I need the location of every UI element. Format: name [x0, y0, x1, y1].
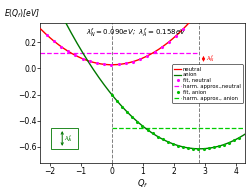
- Text: $E(Q_f)$[eV]: $E(Q_f)$[eV]: [4, 7, 40, 20]
- Text: $\lambda_A^f$: $\lambda_A^f$: [64, 133, 73, 144]
- Text: $\lambda_N^f$: $\lambda_N^f$: [205, 53, 214, 64]
- Text: $\lambda_N^f=0.090$eV;  $\lambda_A^f=0.158$eV: $\lambda_N^f=0.090$eV; $\lambda_A^f=0.15…: [85, 27, 185, 40]
- Legend: neutral, anion, fit, neutral, harm. approx.,neutral, fit, anion, harm. approx., : neutral, anion, fit, neutral, harm. appr…: [171, 64, 242, 103]
- Bar: [51, 128, 77, 149]
- X-axis label: $Q_f$: $Q_f$: [137, 177, 148, 189]
